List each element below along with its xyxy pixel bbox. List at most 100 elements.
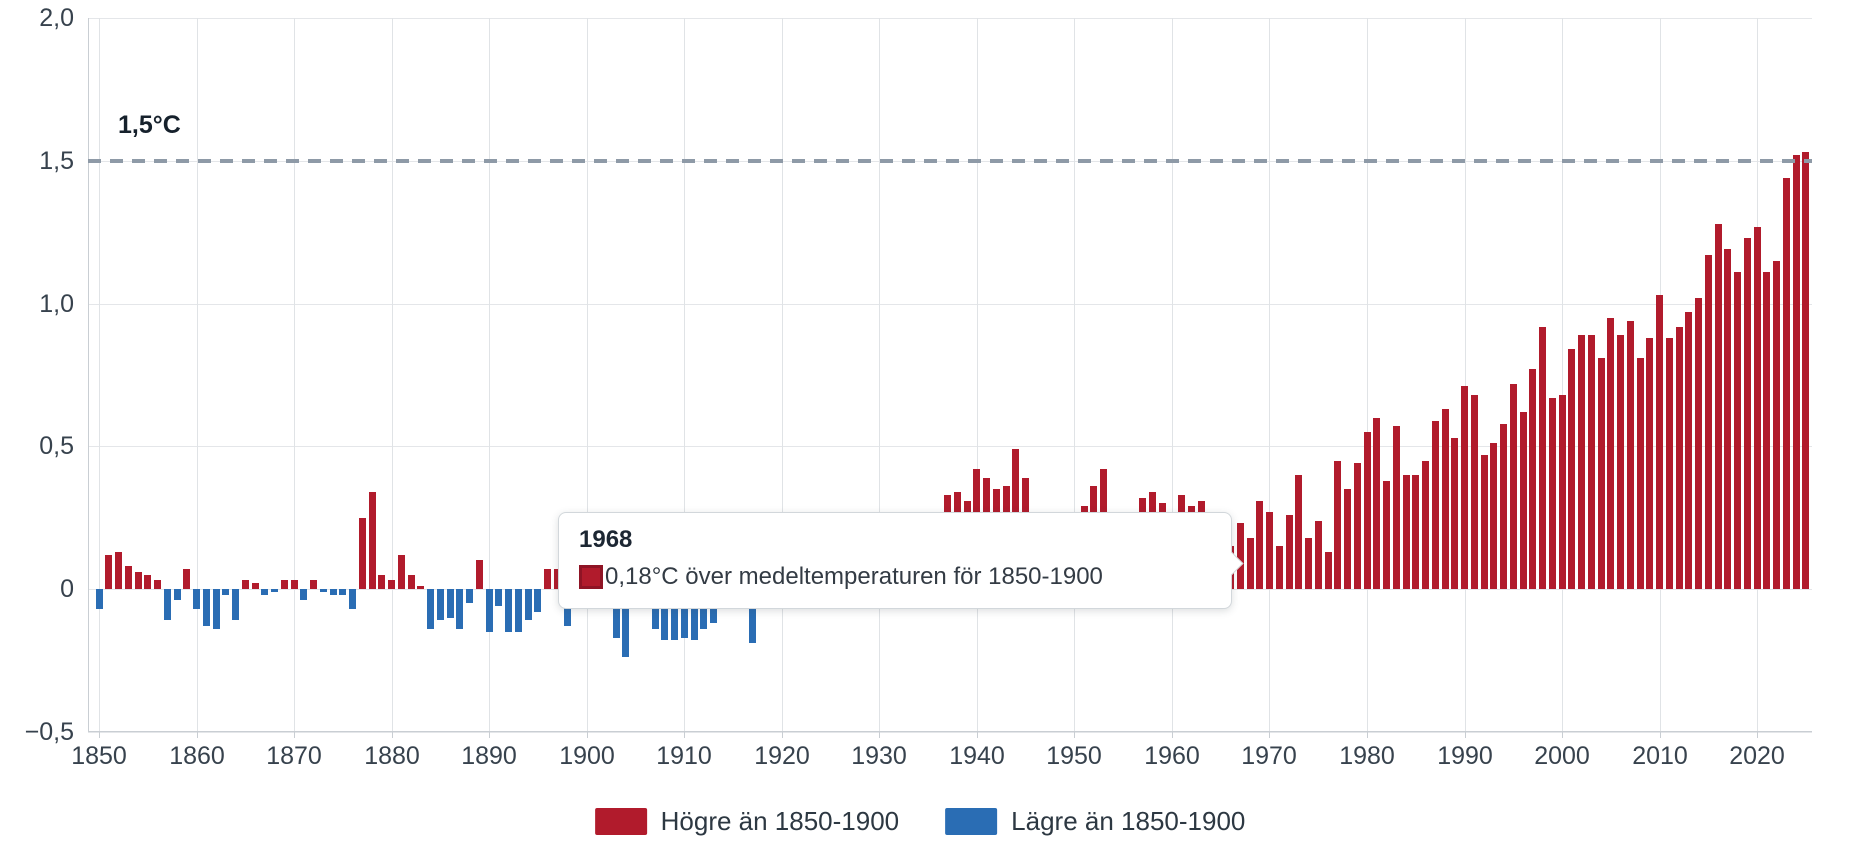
bar-1894[interactable]	[524, 589, 532, 620]
bar-1868[interactable]	[271, 589, 279, 592]
bar-1863[interactable]	[222, 589, 230, 595]
bar-2023[interactable]	[1782, 178, 1790, 589]
legend-item-higher[interactable]: Högre än 1850-1900	[594, 806, 899, 837]
bar-1993[interactable]	[1490, 443, 1498, 589]
bar-2014[interactable]	[1695, 298, 1703, 589]
bar-2001[interactable]	[1568, 349, 1576, 589]
bar-1992[interactable]	[1480, 455, 1488, 589]
bar-1968[interactable]	[1246, 538, 1254, 589]
bar-1855[interactable]	[144, 575, 152, 589]
bar-1880[interactable]	[388, 580, 396, 589]
bar-1896[interactable]	[544, 569, 552, 589]
bar-1866[interactable]	[251, 583, 259, 589]
bar-2004[interactable]	[1597, 358, 1605, 589]
bar-1991[interactable]	[1470, 395, 1478, 589]
bar-1981[interactable]	[1373, 418, 1381, 589]
bar-1851[interactable]	[105, 555, 113, 589]
bar-1907[interactable]	[651, 589, 659, 629]
bar-1972[interactable]	[1285, 515, 1293, 589]
bar-1994[interactable]	[1500, 424, 1508, 589]
bar-1976[interactable]	[1324, 552, 1332, 589]
bar-2000[interactable]	[1558, 395, 1566, 589]
bar-1917[interactable]	[749, 589, 756, 643]
bar-1990[interactable]	[1461, 386, 1469, 589]
bar-2012[interactable]	[1675, 327, 1683, 589]
bar-1860[interactable]	[193, 589, 200, 609]
bar-1854[interactable]	[134, 572, 142, 589]
bar-2025[interactable]	[1802, 152, 1810, 589]
bar-1887[interactable]	[456, 589, 464, 629]
bar-2017[interactable]	[1724, 249, 1732, 589]
bar-1891[interactable]	[495, 589, 503, 606]
bar-1864[interactable]	[232, 589, 240, 620]
bar-1886[interactable]	[446, 589, 454, 618]
bar-1883[interactable]	[417, 586, 425, 589]
bar-1969[interactable]	[1256, 501, 1264, 589]
bar-2008[interactable]	[1636, 358, 1644, 589]
bar-1897[interactable]	[553, 569, 561, 589]
bar-1865[interactable]	[241, 580, 249, 589]
bar-1985[interactable]	[1412, 475, 1420, 589]
bar-1977[interactable]	[1334, 461, 1342, 589]
bar-2015[interactable]	[1704, 255, 1712, 589]
legend-item-lower[interactable]: Lägre än 1850-1900	[945, 806, 1245, 837]
bar-1911[interactable]	[690, 589, 698, 640]
bar-1889[interactable]	[475, 560, 483, 589]
bar-1881[interactable]	[397, 555, 405, 589]
bar-1912[interactable]	[700, 589, 708, 629]
bar-1987[interactable]	[1431, 421, 1439, 589]
bar-1861[interactable]	[202, 589, 210, 626]
bar-2016[interactable]	[1714, 224, 1722, 589]
bar-1893[interactable]	[514, 589, 522, 632]
bar-1982[interactable]	[1383, 481, 1390, 589]
bar-1903[interactable]	[612, 589, 620, 638]
bar-2024[interactable]	[1792, 155, 1800, 589]
bar-1975[interactable]	[1314, 521, 1322, 589]
bar-1885[interactable]	[436, 589, 444, 620]
bar-1872[interactable]	[310, 580, 318, 589]
bar-1890[interactable]	[485, 589, 493, 632]
bar-1984[interactable]	[1402, 475, 1410, 589]
bar-1869[interactable]	[280, 580, 288, 589]
bar-1858[interactable]	[173, 589, 181, 600]
bar-1882[interactable]	[407, 575, 415, 589]
bar-1871[interactable]	[300, 589, 308, 600]
bar-1862[interactable]	[212, 589, 220, 629]
bar-2003[interactable]	[1587, 335, 1595, 589]
bar-1877[interactable]	[358, 518, 366, 589]
bar-1876[interactable]	[349, 589, 357, 609]
bar-1853[interactable]	[124, 566, 132, 589]
bar-1895[interactable]	[534, 589, 542, 612]
bar-1989[interactable]	[1451, 438, 1459, 589]
bar-1892[interactable]	[505, 589, 513, 632]
bar-1986[interactable]	[1422, 461, 1429, 589]
bar-1980[interactable]	[1363, 432, 1371, 589]
bar-1873[interactable]	[319, 589, 327, 592]
bar-1870[interactable]	[290, 580, 298, 589]
bar-1995[interactable]	[1509, 384, 1517, 589]
bar-1867[interactable]	[261, 589, 269, 595]
bar-1904[interactable]	[622, 589, 630, 657]
bar-1998[interactable]	[1539, 327, 1547, 589]
bar-1857[interactable]	[163, 589, 171, 620]
bar-2009[interactable]	[1646, 338, 1654, 589]
bar-1997[interactable]	[1529, 369, 1537, 589]
bar-1974[interactable]	[1305, 538, 1312, 589]
bar-2010[interactable]	[1656, 295, 1664, 589]
bar-2011[interactable]	[1665, 338, 1673, 589]
bar-1978[interactable]	[1344, 489, 1351, 589]
bar-1852[interactable]	[115, 552, 122, 589]
bar-1874[interactable]	[329, 589, 337, 595]
bar-1859[interactable]	[183, 569, 191, 589]
bar-1909[interactable]	[671, 589, 678, 640]
bar-2006[interactable]	[1617, 335, 1625, 589]
bar-2021[interactable]	[1763, 272, 1771, 589]
bar-1850[interactable]	[95, 589, 103, 609]
bar-2013[interactable]	[1685, 312, 1693, 589]
bar-2022[interactable]	[1773, 261, 1781, 589]
bar-1910[interactable]	[680, 589, 688, 638]
bar-1970[interactable]	[1266, 512, 1273, 589]
bar-1996[interactable]	[1519, 412, 1527, 589]
bar-2002[interactable]	[1578, 335, 1586, 589]
bar-2007[interactable]	[1626, 321, 1634, 589]
